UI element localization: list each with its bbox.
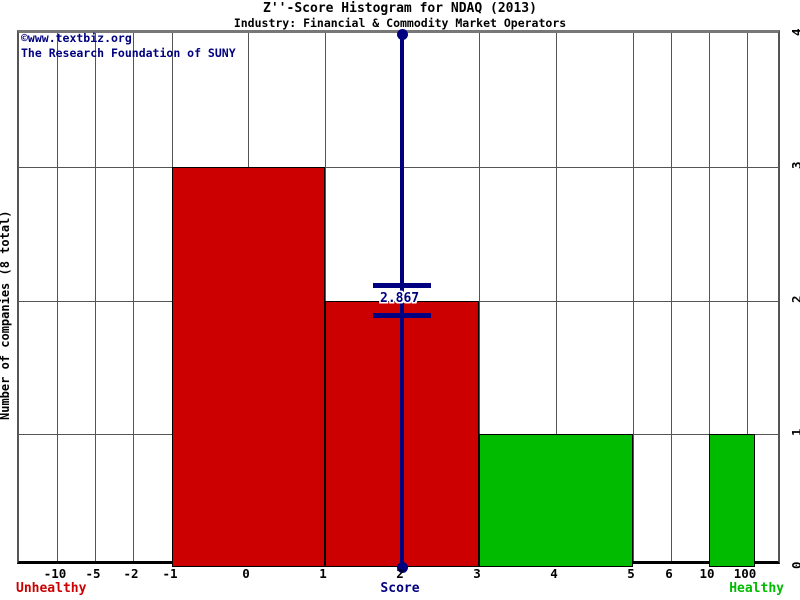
unhealthy-legend-label: Unhealthy (16, 581, 87, 596)
y-gridline-3 (19, 167, 778, 168)
x-tick-label: 2 (396, 566, 404, 581)
x-gridline-4 (556, 33, 557, 561)
y-axis-title: Number of companies (8 total) (0, 210, 12, 420)
x-gridline-neg10 (57, 33, 58, 561)
x-axis-title: Score (380, 581, 420, 596)
score-marker-line (400, 34, 404, 567)
x-tick-label: -2 (123, 566, 139, 581)
x-tick-label: 100 (733, 566, 757, 581)
y-tick-label: 1 (789, 428, 800, 436)
y-tick-label: 0 (789, 561, 800, 569)
x-tick-label: 4 (550, 566, 558, 581)
copyright-line-1: ©www.textbiz.org (21, 31, 132, 45)
x-tick-label: 6 (665, 566, 673, 581)
y-tick-label: 4 (789, 28, 800, 36)
x-gridline-100 (747, 33, 748, 561)
chart-title: Z''-Score Histogram for NDAQ (2013) (263, 1, 537, 16)
x-tick-label: 0 (242, 566, 250, 581)
x-gridline-3 (479, 33, 480, 561)
plot-area: 2.867 (17, 28, 780, 573)
y-tick-label: 3 (789, 161, 800, 169)
x-tick-label: 5 (627, 566, 635, 581)
y-tick-label: 2 (789, 295, 800, 303)
plot-inner: 2.867 (19, 28, 778, 573)
x-tick-label: -10 (43, 566, 67, 581)
score-marker: 2.867 (19, 28, 778, 573)
x-gridline-6 (671, 33, 672, 561)
histogram-bar (709, 433, 756, 567)
copyright-line-2: The Research Foundation of SUNY (21, 46, 236, 60)
x-gridline-neg2 (133, 33, 134, 561)
healthy-legend-label: Healthy (729, 581, 784, 596)
histogram-bar (172, 167, 325, 567)
score-marker-value-label: 2.867 (380, 291, 420, 306)
x-gridline-5 (633, 33, 634, 561)
x-gridline-10 (709, 33, 710, 561)
x-gridline-1 (325, 33, 326, 561)
copyright-watermark: ©www.textbiz.org The Research Foundation … (21, 31, 236, 61)
x-tick-label: 10 (699, 566, 715, 581)
x-gridline-neg5 (95, 33, 96, 561)
x-tick-label: 1 (319, 566, 327, 581)
score-marker-whisker-lower (373, 312, 431, 318)
score-marker-whisker-upper (373, 282, 431, 288)
x-tick-label: -5 (85, 566, 101, 581)
histogram-bar (479, 433, 633, 567)
score-marker-dot-bottom (396, 561, 408, 573)
x-tick-label: -1 (162, 566, 178, 581)
score-marker-dot-top (396, 28, 408, 40)
chart-subtitle: Industry: Financial & Commodity Market O… (233, 16, 567, 30)
x-tick-label: 3 (473, 566, 481, 581)
